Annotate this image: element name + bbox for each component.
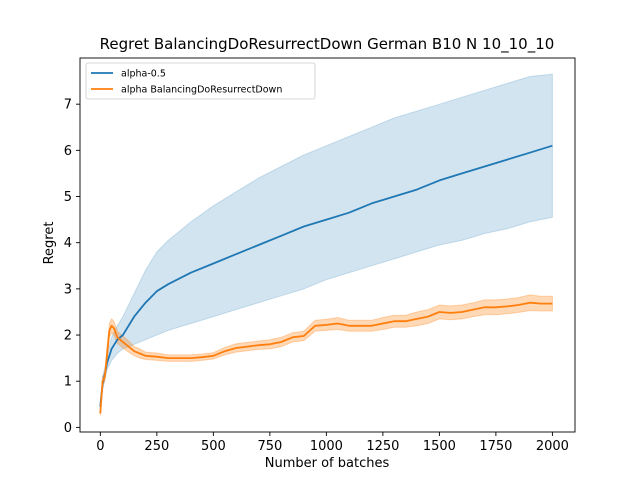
axes: 0 250 500 750 1000 1250 1500 1750 2000 0 1 2 3 4 5 6 7 (64, 57, 576, 454)
x-axis-label: Number of batches (265, 456, 390, 471)
x-tick-label: 1000 (310, 439, 343, 454)
y-tick-label: 5 (64, 190, 72, 205)
x-tick-label: 500 (201, 439, 226, 454)
y-tick-label: 2 (64, 329, 72, 344)
y-tick-label: 7 (64, 98, 72, 113)
legend: alpha-0.5 alpha BalancingDoResurrectDown (85, 62, 316, 100)
plot-area (99, 73, 553, 416)
x-tick-label: 750 (257, 439, 282, 454)
x-tick-label: 1250 (366, 439, 399, 454)
y-tick-label: 1 (64, 375, 72, 390)
x-tick-label: 1750 (479, 439, 512, 454)
legend-box (85, 62, 316, 100)
series-0-confidence-band (99, 73, 553, 412)
plot-frame (79, 57, 576, 433)
y-tick-label: 0 (64, 421, 72, 436)
series-1-line (99, 301, 553, 414)
x-tick-label: 1500 (423, 439, 456, 454)
y-tick-label: 3 (64, 282, 72, 297)
x-tick-label: 250 (144, 439, 169, 454)
y-tick-label: 4 (64, 236, 72, 251)
legend-label-1: alpha BalancingDoResurrectDown (121, 85, 282, 96)
x-tick-label: 0 (96, 439, 104, 454)
series-0-line (99, 144, 553, 407)
legend-label-0: alpha-0.5 (121, 69, 166, 80)
x-tick-label: 2000 (536, 439, 569, 454)
chart-title: Regret BalancingDoResurrectDown German B… (100, 35, 555, 54)
y-tick-label: 6 (64, 144, 72, 159)
y-axis-label: Regret (42, 222, 57, 265)
